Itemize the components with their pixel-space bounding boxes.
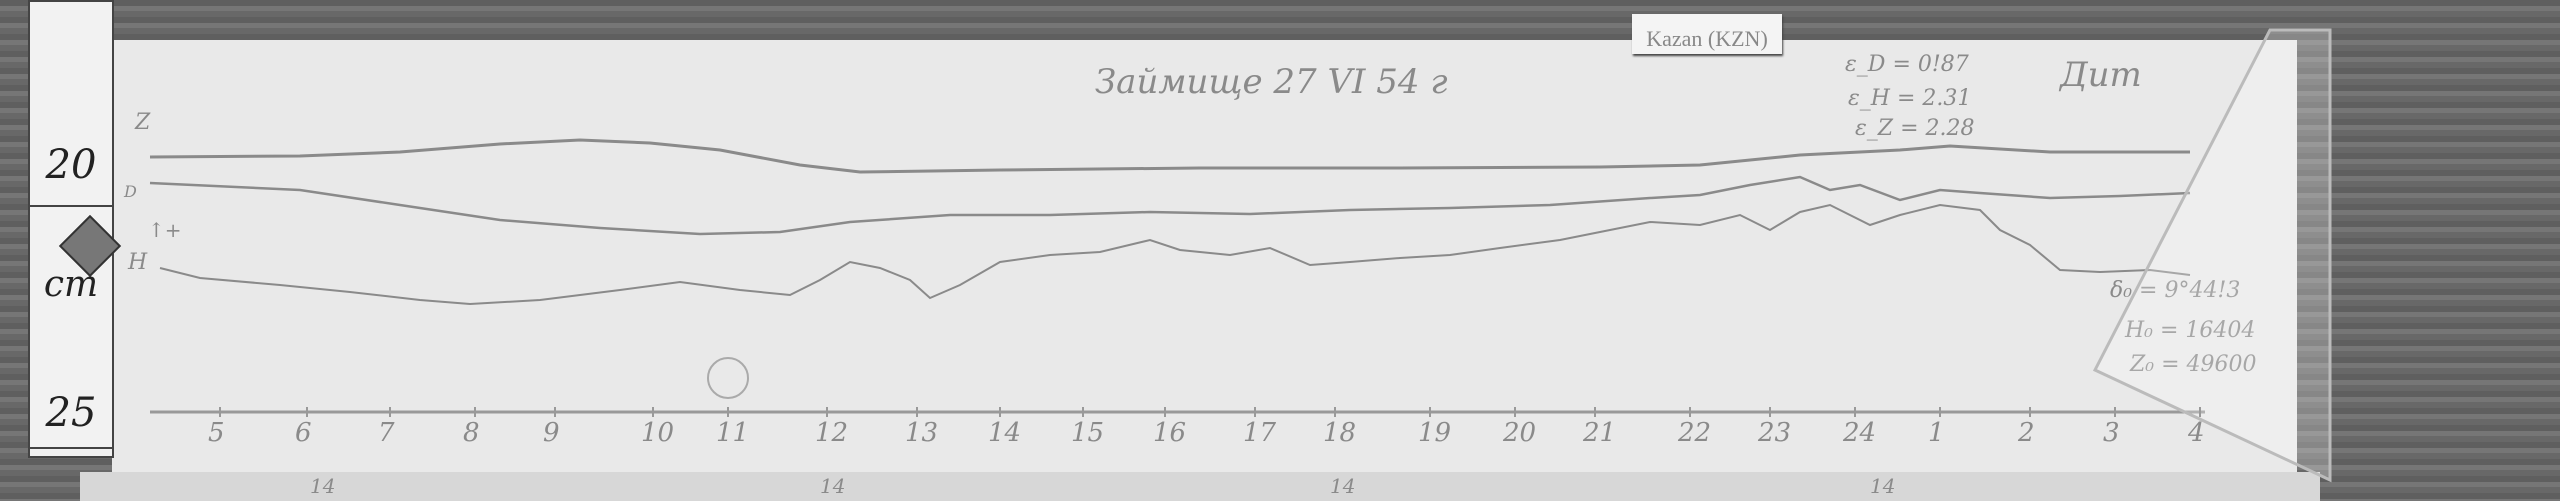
- trace-label-d: D: [124, 182, 137, 201]
- cm-ruler: 20 cm 25: [28, 0, 122, 458]
- hour-label: 20: [1503, 418, 1537, 448]
- time-system-label: Дит: [2060, 55, 2142, 95]
- scale-value-h: ε_H = 2.31: [1848, 86, 1972, 111]
- hour-label: 7: [378, 418, 395, 448]
- trace-label-h: H: [128, 250, 148, 275]
- hour-label: 14: [988, 418, 1022, 448]
- ruler-label-25: 25: [45, 390, 97, 436]
- trace-h: [159, 203, 2191, 306]
- trace-label-z: Z: [135, 110, 151, 135]
- punch-hole-mark: [707, 357, 749, 399]
- trace-label-arrow: ↑+: [148, 218, 182, 242]
- hour-label: 2: [2018, 418, 2035, 448]
- trace-z: [149, 138, 2190, 174]
- ruler-divider: [30, 447, 112, 449]
- hour-label: 8: [463, 418, 480, 448]
- trace-d: [149, 175, 2191, 236]
- hour-label: 12: [815, 418, 849, 448]
- hour-label: 17: [1243, 418, 1277, 448]
- hour-label: 9: [543, 418, 560, 448]
- ruler-label-20: 20: [45, 142, 97, 188]
- plastic-triangle: [2092, 28, 2332, 483]
- hour-label: 5: [208, 418, 225, 448]
- hour-label: 11: [716, 418, 750, 448]
- record-title: Займище 27 VI 54 г: [1095, 62, 1448, 102]
- hour-label: 3: [2103, 418, 2120, 448]
- hour-label: 6: [295, 418, 312, 448]
- lower-paper-strip: [80, 472, 2320, 501]
- magnetogram-paper: [112, 40, 2297, 472]
- hour-label: 22: [1678, 418, 1712, 448]
- bottom-mark: 14: [820, 474, 846, 498]
- hour-label: 18: [1323, 418, 1357, 448]
- scale-value-d: ε_D = 0!87: [1845, 52, 1969, 77]
- hour-label: 23: [1758, 418, 1792, 448]
- bottom-mark: 14: [1870, 474, 1896, 498]
- hour-label: 21: [1583, 418, 1617, 448]
- baseline-h: H₀ = 16404: [2125, 318, 2255, 343]
- ruler-unit: cm: [43, 264, 99, 305]
- hour-label: 19: [1418, 418, 1452, 448]
- hour-label: 1: [1928, 418, 1945, 448]
- hour-label: 10: [641, 418, 675, 448]
- hour-label: 13: [905, 418, 939, 448]
- hour-label: 4: [2188, 418, 2205, 448]
- bottom-mark: 14: [310, 474, 336, 498]
- baseline-z: Z₀ = 49600: [2130, 352, 2257, 377]
- scale-value-z: ε_Z = 2.28: [1855, 116, 1975, 141]
- hour-label: 15: [1071, 418, 1105, 448]
- hour-label: 16: [1153, 418, 1187, 448]
- ruler-divider: [30, 205, 112, 207]
- bottom-mark: 14: [1330, 474, 1356, 498]
- hour-label: 24: [1843, 418, 1877, 448]
- station-label: Kazan (KZN): [1632, 14, 1782, 54]
